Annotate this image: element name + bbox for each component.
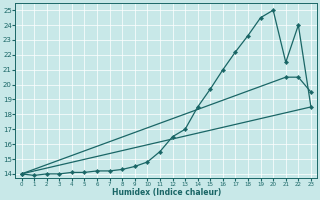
- X-axis label: Humidex (Indice chaleur): Humidex (Indice chaleur): [112, 188, 221, 197]
